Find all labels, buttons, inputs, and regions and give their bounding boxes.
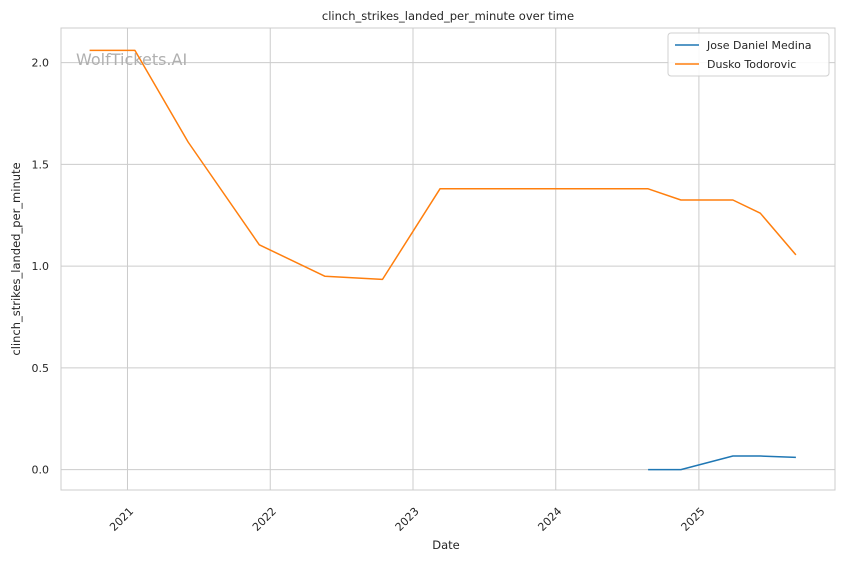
watermark: WolfTickets.AI (76, 50, 187, 69)
series-line-dusko-todorovic (89, 49, 797, 281)
legend-box (667, 32, 830, 77)
y-tick-label-0.5: 0.5 (32, 362, 50, 375)
y-tick-label-1.5: 1.5 (32, 158, 50, 171)
x-tick-label-2023: 2023 (393, 505, 422, 534)
x-axis-ticks: 2021 2022 2023 2024 2025 (107, 505, 707, 534)
plot-area (60, 27, 836, 491)
legend-label-dusko-todorovic: Dusko Todorovic (707, 58, 796, 71)
x-tick-label-2022: 2022 (250, 505, 279, 534)
y-tick-label-1.0: 1.0 (32, 260, 50, 273)
x-tick-label-2024: 2024 (535, 505, 564, 534)
x-tick-label-2025: 2025 (679, 505, 708, 534)
y-tick-label-0.0: 0.0 (32, 464, 50, 477)
x-tick-label-2021: 2021 (107, 505, 136, 534)
series-line-jose-daniel-medina (648, 455, 796, 471)
y-tick-label-2.0: 2.0 (32, 57, 50, 70)
legend-label-jose-daniel-medina: Jose Daniel Medina (706, 39, 812, 52)
series-lines (89, 49, 797, 471)
y-axis-ticks: 0.0 0.5 1.0 1.5 2.0 (32, 57, 50, 477)
chart-title: clinch_strikes_landed_per_minute over ti… (322, 9, 574, 23)
y-axis-label: clinch_strikes_landed_per_minute (9, 162, 23, 355)
x-axis-label: Date (432, 538, 460, 552)
legend: Jose Daniel Medina Dusko Todorovic (667, 32, 830, 77)
